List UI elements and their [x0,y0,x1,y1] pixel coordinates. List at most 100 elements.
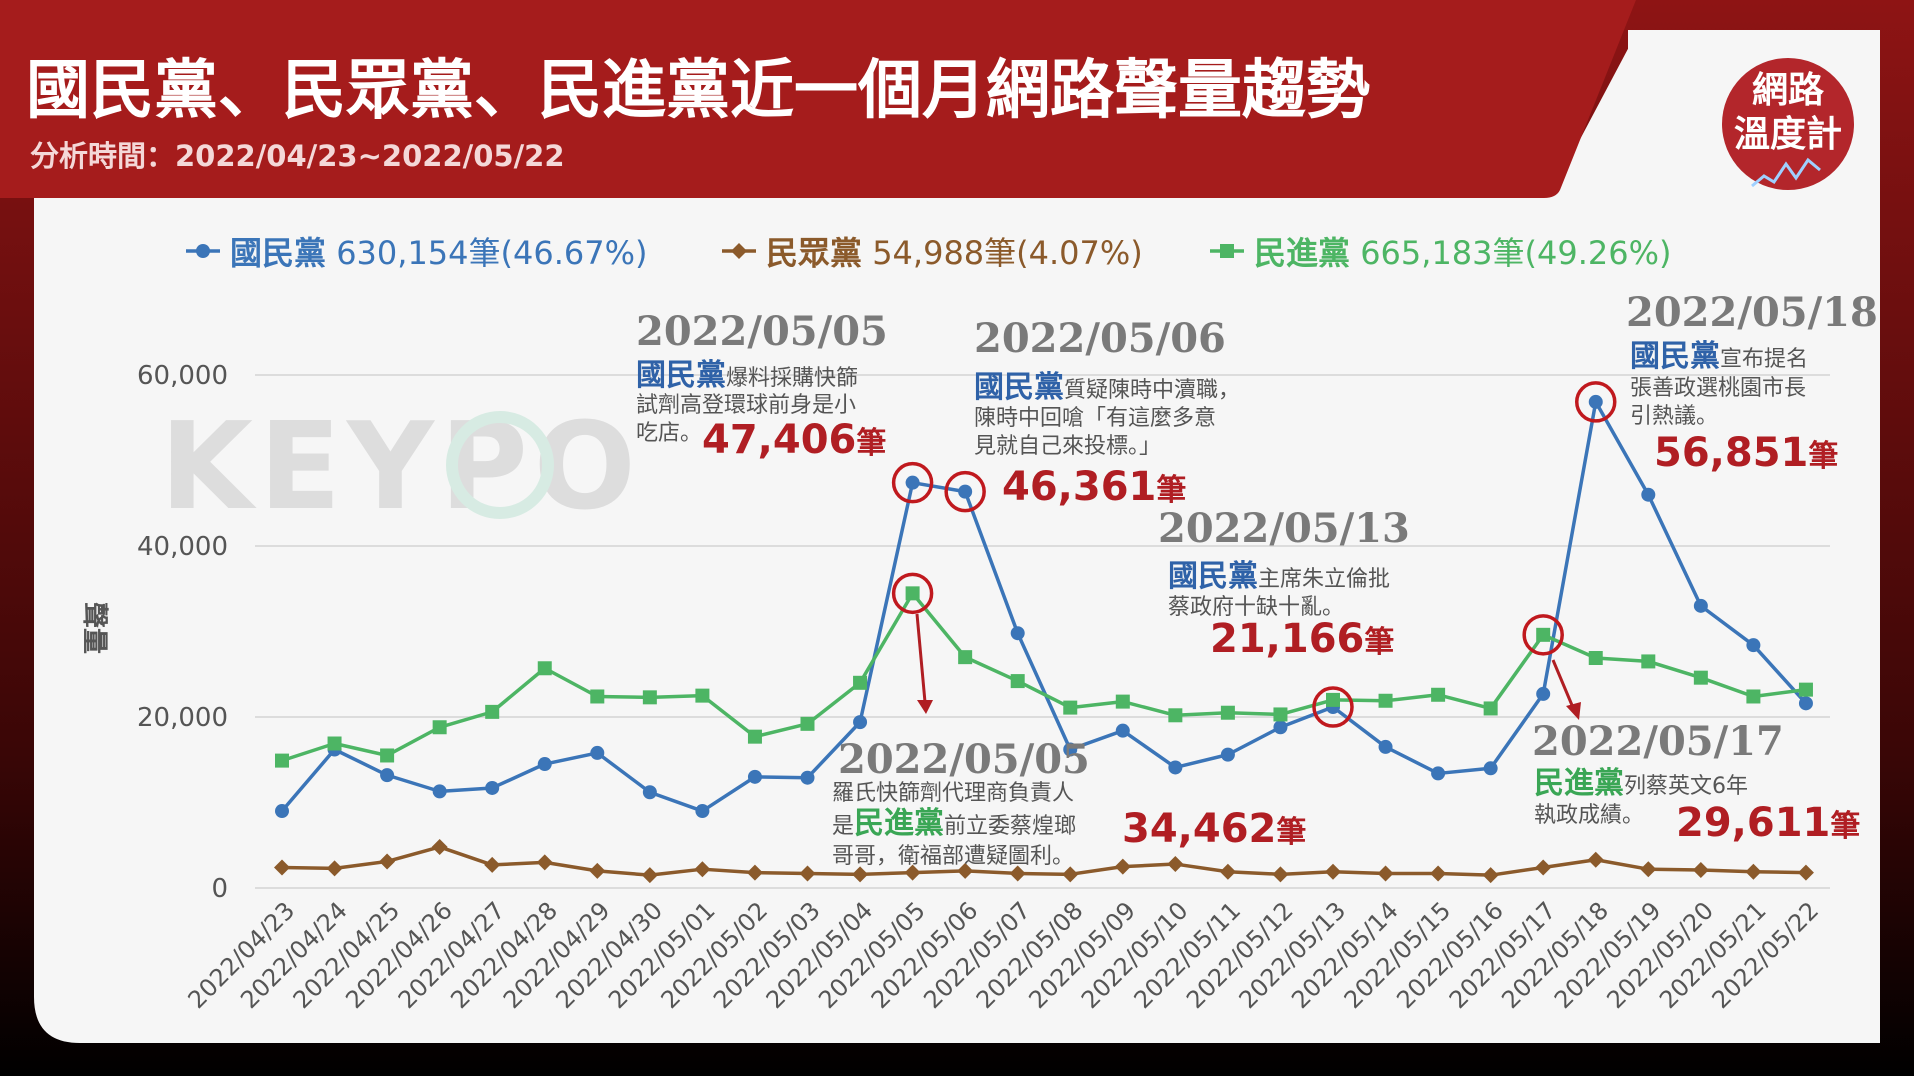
series-group [274,394,1814,884]
series-tpp [274,838,1814,884]
data-point [695,688,710,703]
annotation-text: 執政成績。 [1534,803,1644,828]
annotation-value: 29,611筆 [1676,800,1860,846]
highlight-ring [1522,614,1564,656]
data-point [1797,864,1814,881]
data-point [904,864,921,881]
data-point [1062,866,1079,883]
data-point [485,704,500,719]
annotation-0505-kmt: 2022/05/05 國民黨爆料採購快篩 試劑高登環球前身是小 吃店。 47,4… [636,308,888,463]
data-point [484,856,501,873]
data-point [1640,861,1657,878]
data-point [1273,707,1288,722]
y-axis-label: 聲量 [79,602,109,654]
y-tick-label: 0 [211,874,228,904]
data-point [1535,859,1552,876]
data-point [432,720,447,735]
data-point [1692,862,1709,879]
annotation-date: 2022/05/05 [838,736,1090,783]
data-point [1587,851,1604,868]
data-point [1115,723,1130,738]
annotation-text: 羅氏快篩劑代理商負責人 [832,781,1074,806]
data-point [694,861,711,878]
data-point [1641,654,1656,669]
data-point [1588,394,1603,409]
badge-line1: 網路 [1752,70,1825,111]
data-point [1272,866,1289,883]
data-point [1746,689,1761,704]
data-point [590,689,605,704]
data-point [589,862,606,879]
data-point [642,785,657,800]
data-point [1273,720,1288,735]
badge-circle [1722,58,1854,190]
series-line-kmt [280,400,1808,813]
data-point [1745,863,1762,880]
series-dpp [275,586,1813,768]
data-point [905,475,920,490]
data-point [799,865,816,882]
legend-label: 國民黨 630,154筆(46.67%) [230,234,648,272]
header-banner [0,0,1636,198]
data-point [380,748,395,763]
y-tick-label: 20,000 [137,703,228,733]
pulse-icon [1751,157,1821,188]
data-point [747,729,762,744]
data-point [853,675,868,690]
data-point [1219,863,1236,880]
data-point [1693,598,1708,613]
data-point [958,650,973,665]
annotation-date: 2022/05/13 [1158,505,1410,552]
arrow-line-1 [915,613,927,703]
data-point [379,853,396,870]
y-tick-label: 40,000 [137,532,228,562]
data-point [1168,760,1183,775]
highlight-ring [944,470,986,513]
highlight-circles [891,381,1617,728]
annotation-value: 47,406筆 [702,417,886,463]
annotation-text: 吃店。 [636,421,702,446]
data-point [1693,670,1708,685]
data-point [537,661,552,676]
data-point [746,864,763,881]
watermark-ring [446,411,554,519]
data-point [641,867,658,884]
chart-title: 國民黨、民眾黨、民進黨近一個月網路聲量趨勢 [26,54,1370,128]
annotation-value: 56,851筆 [1654,430,1838,476]
data-point [1377,865,1394,882]
data-point [1010,626,1025,641]
annotation-value: 46,361筆 [1002,464,1186,510]
brand-badge: 網路 溫度計 [1722,58,1854,190]
legend-item: 民進黨 665,183筆(49.26%) [1210,234,1672,272]
data-point [1010,674,1025,689]
arrows [915,613,1581,720]
legend: 國民黨 630,154筆(46.67%) 民眾黨 54,988筆(4.07%) 民進… [186,234,1672,272]
data-point [1482,867,1499,884]
data-point [747,769,762,784]
y-axis: 0 20,000 40,000 60,000 [137,361,228,904]
annotation-value: 34,462筆 [1122,806,1306,852]
legend-item: 國民黨 630,154筆(46.67%) [186,234,648,272]
annotation-value: 21,166筆 [1210,616,1394,662]
annotation-0518-kmt: 2022/05/18 國民黨宣布提名 張善政選桃園市長 引熱議。 56,851筆 [1626,289,1878,476]
data-point [380,768,395,783]
annotation-text: 蔡政府十缺十亂。 [1168,595,1344,620]
data-point [853,715,868,730]
data-point [852,866,869,883]
data-point [905,586,920,601]
data-point [1378,739,1393,754]
data-point [800,770,815,785]
series-kmt [275,394,1813,819]
data-point [536,854,553,871]
highlight-ring [891,461,934,504]
watermark-text: KEYPO [160,398,642,537]
annotation-text: 是民進黨前立委蔡煌瑯 [832,806,1076,841]
data-point [1430,865,1447,882]
data-point [432,784,447,799]
arrow-line-2 [1551,659,1576,711]
highlight-ring [1312,686,1354,728]
data-point [1326,692,1340,707]
data-point [1641,487,1656,502]
annotation-text: 哥哥，衛福部遭疑圖利。 [832,844,1074,869]
